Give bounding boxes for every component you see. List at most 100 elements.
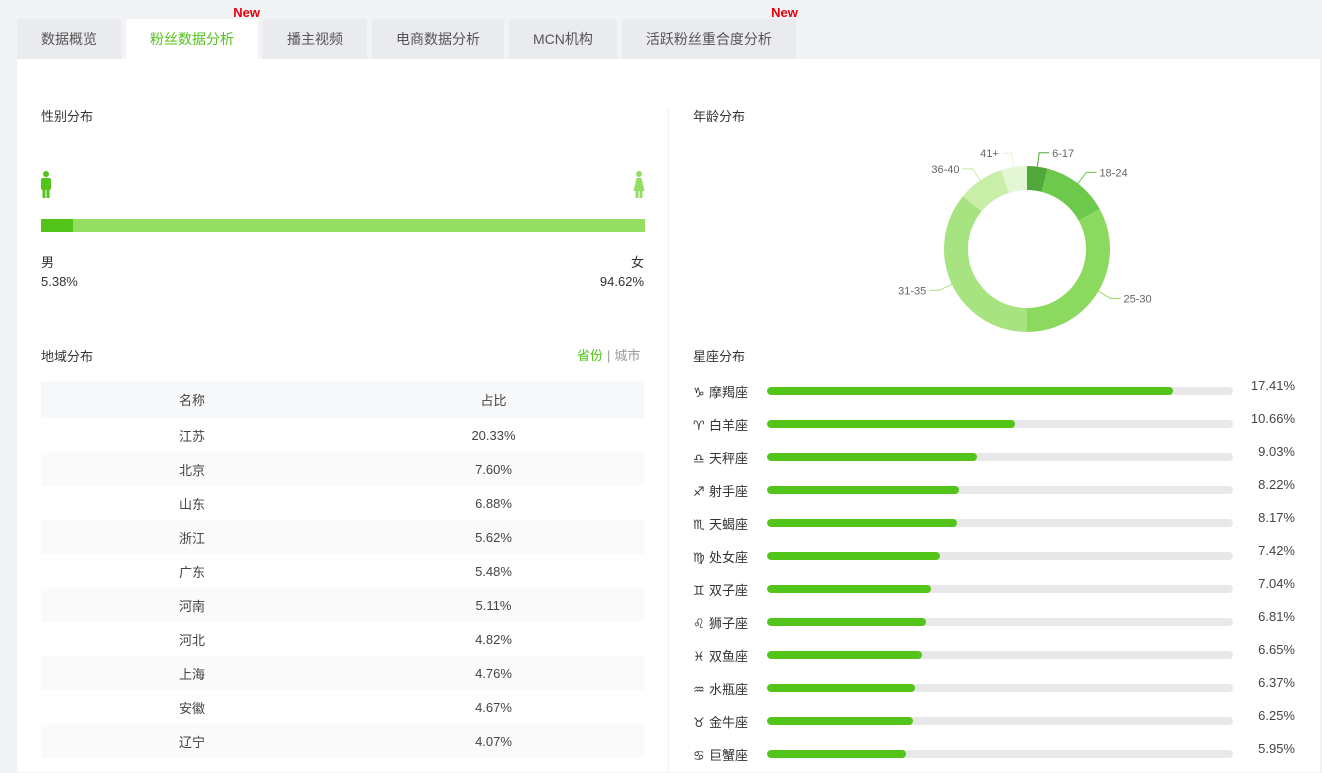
- age-label: 18-24: [1099, 167, 1127, 179]
- new-badge: New: [771, 5, 798, 20]
- region-title: 地域分布: [41, 349, 94, 364]
- age-label: 6-17: [1052, 148, 1074, 160]
- zodiac-bar-track: [767, 618, 1233, 626]
- tab-mcn[interactable]: MCN机构: [509, 19, 617, 59]
- region-ratio-cell: 4.07%: [475, 733, 512, 749]
- table-row: 北京 7.60%: [41, 452, 644, 486]
- region-name-cell: 江苏: [178, 428, 205, 444]
- age-label-line: [962, 168, 981, 181]
- age-title: 年龄分布: [693, 109, 746, 124]
- zodiac-label: 双鱼座: [709, 649, 749, 664]
- zodiac-label: 处女座: [709, 550, 749, 565]
- zodiac-label: 狮子座: [709, 616, 749, 631]
- zodiac-label: 水瓶座: [709, 682, 749, 697]
- zodiac-name: ♍ 处女座: [693, 547, 748, 566]
- region-name-cell: 安徽: [178, 700, 205, 716]
- age-slice-25-30[interactable]: [1027, 209, 1110, 332]
- zodiac-percent: 7.04%: [1258, 576, 1295, 591]
- table-row: 江苏 20.33%: [41, 418, 644, 452]
- province-toggle[interactable]: 省份: [577, 348, 604, 363]
- gender-title: 性别分布: [41, 109, 94, 124]
- zodiac-label: 射手座: [709, 484, 749, 499]
- zodiac-row: ♊ 双子座 7.04%: [693, 575, 1303, 608]
- tab-active-fans-overlap[interactable]: 活跃粉丝重合度分析 New: [621, 5, 798, 59]
- age-slice-18-24[interactable]: [1041, 168, 1100, 221]
- region-ratio-cell: 6.88%: [475, 495, 512, 511]
- zodiac-percent: 9.03%: [1258, 444, 1295, 459]
- tab-label: 播主视频: [287, 31, 343, 47]
- male-percent: 5.38%: [41, 274, 78, 289]
- age-slice-31-35[interactable]: [944, 196, 1027, 332]
- tab-label: 粉丝数据分析: [150, 31, 234, 47]
- zodiac-label: 天秤座: [709, 451, 749, 466]
- zodiac-name: ♐ 射手座: [693, 481, 748, 500]
- zodiac-bar-fill: [767, 486, 959, 494]
- city-toggle[interactable]: 城市: [614, 348, 641, 363]
- zodiac-bar-track: [767, 519, 1233, 527]
- zodiac-sign-icon: ♎: [693, 451, 705, 466]
- zodiac-name: ♉ 金牛座: [693, 712, 748, 731]
- tab-ecommerce-analysis[interactable]: 电商数据分析: [372, 19, 504, 59]
- main-panel: 性别分布 男 5.38% 女 94.62% 地域分布 省份 | 城市 名称 占比 江…: [17, 59, 1320, 772]
- zodiac-row: ♉ 金牛座 6.25%: [693, 707, 1303, 740]
- age-slice-36-40[interactable]: [963, 170, 1009, 212]
- zodiac-bar-track: [767, 387, 1233, 395]
- region-name-cell: 北京: [178, 462, 205, 478]
- zodiac-sign-icon: ♋: [693, 748, 705, 763]
- region-name-cell: 山东: [178, 496, 205, 512]
- zodiac-name: ♊ 双子座: [693, 580, 748, 599]
- region-ratio-cell: 5.11%: [475, 597, 512, 613]
- age-label: 41+: [980, 148, 999, 160]
- zodiac-row: ♋ 巨蟹座 5.95%: [693, 740, 1303, 773]
- zodiac-percent: 6.37%: [1258, 675, 1295, 690]
- tab-data-overview[interactable]: 数据概览: [17, 19, 121, 59]
- region-name-cell: 辽宁: [178, 734, 205, 750]
- age-label: 25-30: [1123, 293, 1151, 305]
- table-header-row: 名称 占比: [41, 381, 644, 418]
- zodiac-percent: 6.25%: [1258, 708, 1295, 723]
- zodiac-sign-icon: ♌: [693, 616, 705, 631]
- tab-streamer-videos[interactable]: 播主视频: [263, 19, 367, 59]
- region-ratio-cell: 5.62%: [475, 529, 512, 545]
- zodiac-sign-icon: ♉: [693, 715, 705, 730]
- age-slice-41+[interactable]: [1001, 166, 1027, 193]
- zodiac-name: ♑ 摩羯座: [693, 382, 748, 401]
- zodiac-bar-fill: [767, 717, 913, 725]
- zodiac-bar-track: [767, 552, 1233, 560]
- zodiac-bar-track: [767, 750, 1233, 758]
- male-icon: [41, 171, 51, 198]
- age-label-line: [929, 283, 953, 291]
- female-label: 女: [630, 255, 644, 270]
- tab-label: 活跃粉丝重合度分析: [645, 31, 772, 47]
- region-switch: 省份 | 城市: [577, 345, 640, 364]
- zodiac-bar-track: [767, 651, 1233, 659]
- zodiac-percent: 5.95%: [1258, 741, 1295, 756]
- zodiac-sign-icon: ♐: [693, 484, 705, 499]
- zodiac-name: ♎ 天秤座: [693, 448, 748, 467]
- zodiac-row: ♐ 射手座 8.22%: [693, 476, 1303, 509]
- tab-label: MCN机构: [533, 31, 593, 47]
- region-ratio-cell: 7.60%: [475, 461, 512, 477]
- zodiac-row: ♈ 白羊座 10.66%: [693, 410, 1303, 443]
- switch-separator: |: [607, 348, 611, 363]
- zodiac-bar-fill: [767, 420, 1016, 428]
- tab-label: 电商数据分析: [396, 31, 480, 47]
- new-badge: New: [233, 5, 260, 20]
- zodiac-bar-track: [767, 717, 1233, 725]
- zodiac-bar-fill: [767, 684, 916, 692]
- zodiac-label: 双子座: [709, 583, 749, 598]
- zodiac-sign-icon: ♈: [693, 418, 705, 433]
- age-slice-6-17[interactable]: [1027, 166, 1048, 192]
- tab-fans-analysis[interactable]: 粉丝数据分析 New: [126, 5, 260, 59]
- zodiac-row: ♌ 狮子座 6.81%: [693, 608, 1303, 641]
- region-ratio-cell: 4.82%: [475, 631, 512, 647]
- zodiac-label: 白羊座: [709, 418, 749, 433]
- zodiac-sign-icon: ♍: [693, 550, 705, 565]
- zodiac-label: 摩羯座: [709, 385, 749, 400]
- zodiac-name: ♓ 双鱼座: [693, 646, 748, 665]
- zodiac-bar-fill: [767, 519, 958, 527]
- zodiac-bar-fill: [767, 387, 1173, 395]
- tab-label: 数据概览: [41, 31, 97, 47]
- region-ratio-cell: 5.48%: [475, 563, 512, 579]
- zodiac-percent: 17.41%: [1250, 378, 1295, 393]
